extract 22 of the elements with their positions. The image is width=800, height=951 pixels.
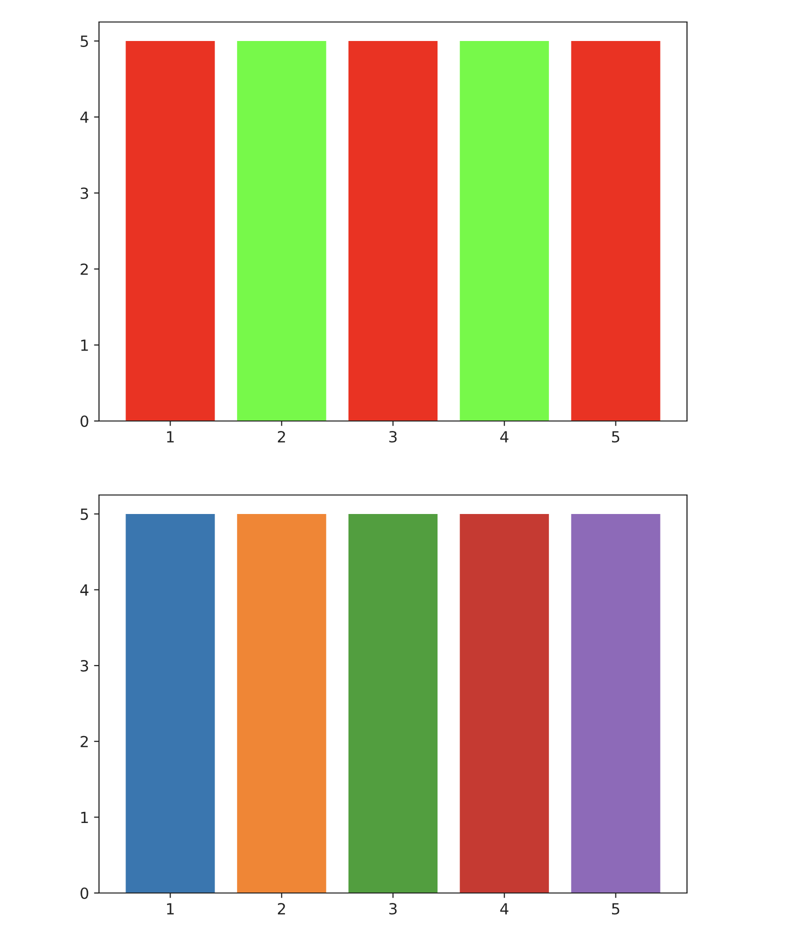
y-tick-label: 5 <box>80 36 88 48</box>
x-tick-label: 4 <box>500 431 508 442</box>
y-tick-label: 2 <box>80 263 88 275</box>
y-tick-label: 1 <box>81 340 88 351</box>
y-tick-label: 1 <box>81 812 88 823</box>
x-tick-label: 5 <box>612 903 620 915</box>
y-tick-label: 2 <box>80 736 88 748</box>
y-tick-label: 3 <box>80 660 88 672</box>
y-tick-label: 0 <box>80 887 88 900</box>
x-tick-label: 5 <box>612 431 620 443</box>
x-tick-label: 2 <box>278 430 285 442</box>
y-tick-label: 0 <box>80 415 88 428</box>
y-tick-label: 5 <box>80 508 88 520</box>
x-tick-label: 3 <box>389 430 397 443</box>
y-tick-label: 4 <box>80 112 88 123</box>
y-tick-label: 4 <box>80 584 88 596</box>
x-tick-label: 3 <box>389 902 397 915</box>
x-tick-label: 2 <box>278 902 285 914</box>
y-tick-label: 3 <box>80 187 88 200</box>
x-tick-label: 1 <box>167 903 174 914</box>
x-tick-label: 1 <box>167 431 174 442</box>
x-tick-label: 4 <box>500 903 508 914</box>
